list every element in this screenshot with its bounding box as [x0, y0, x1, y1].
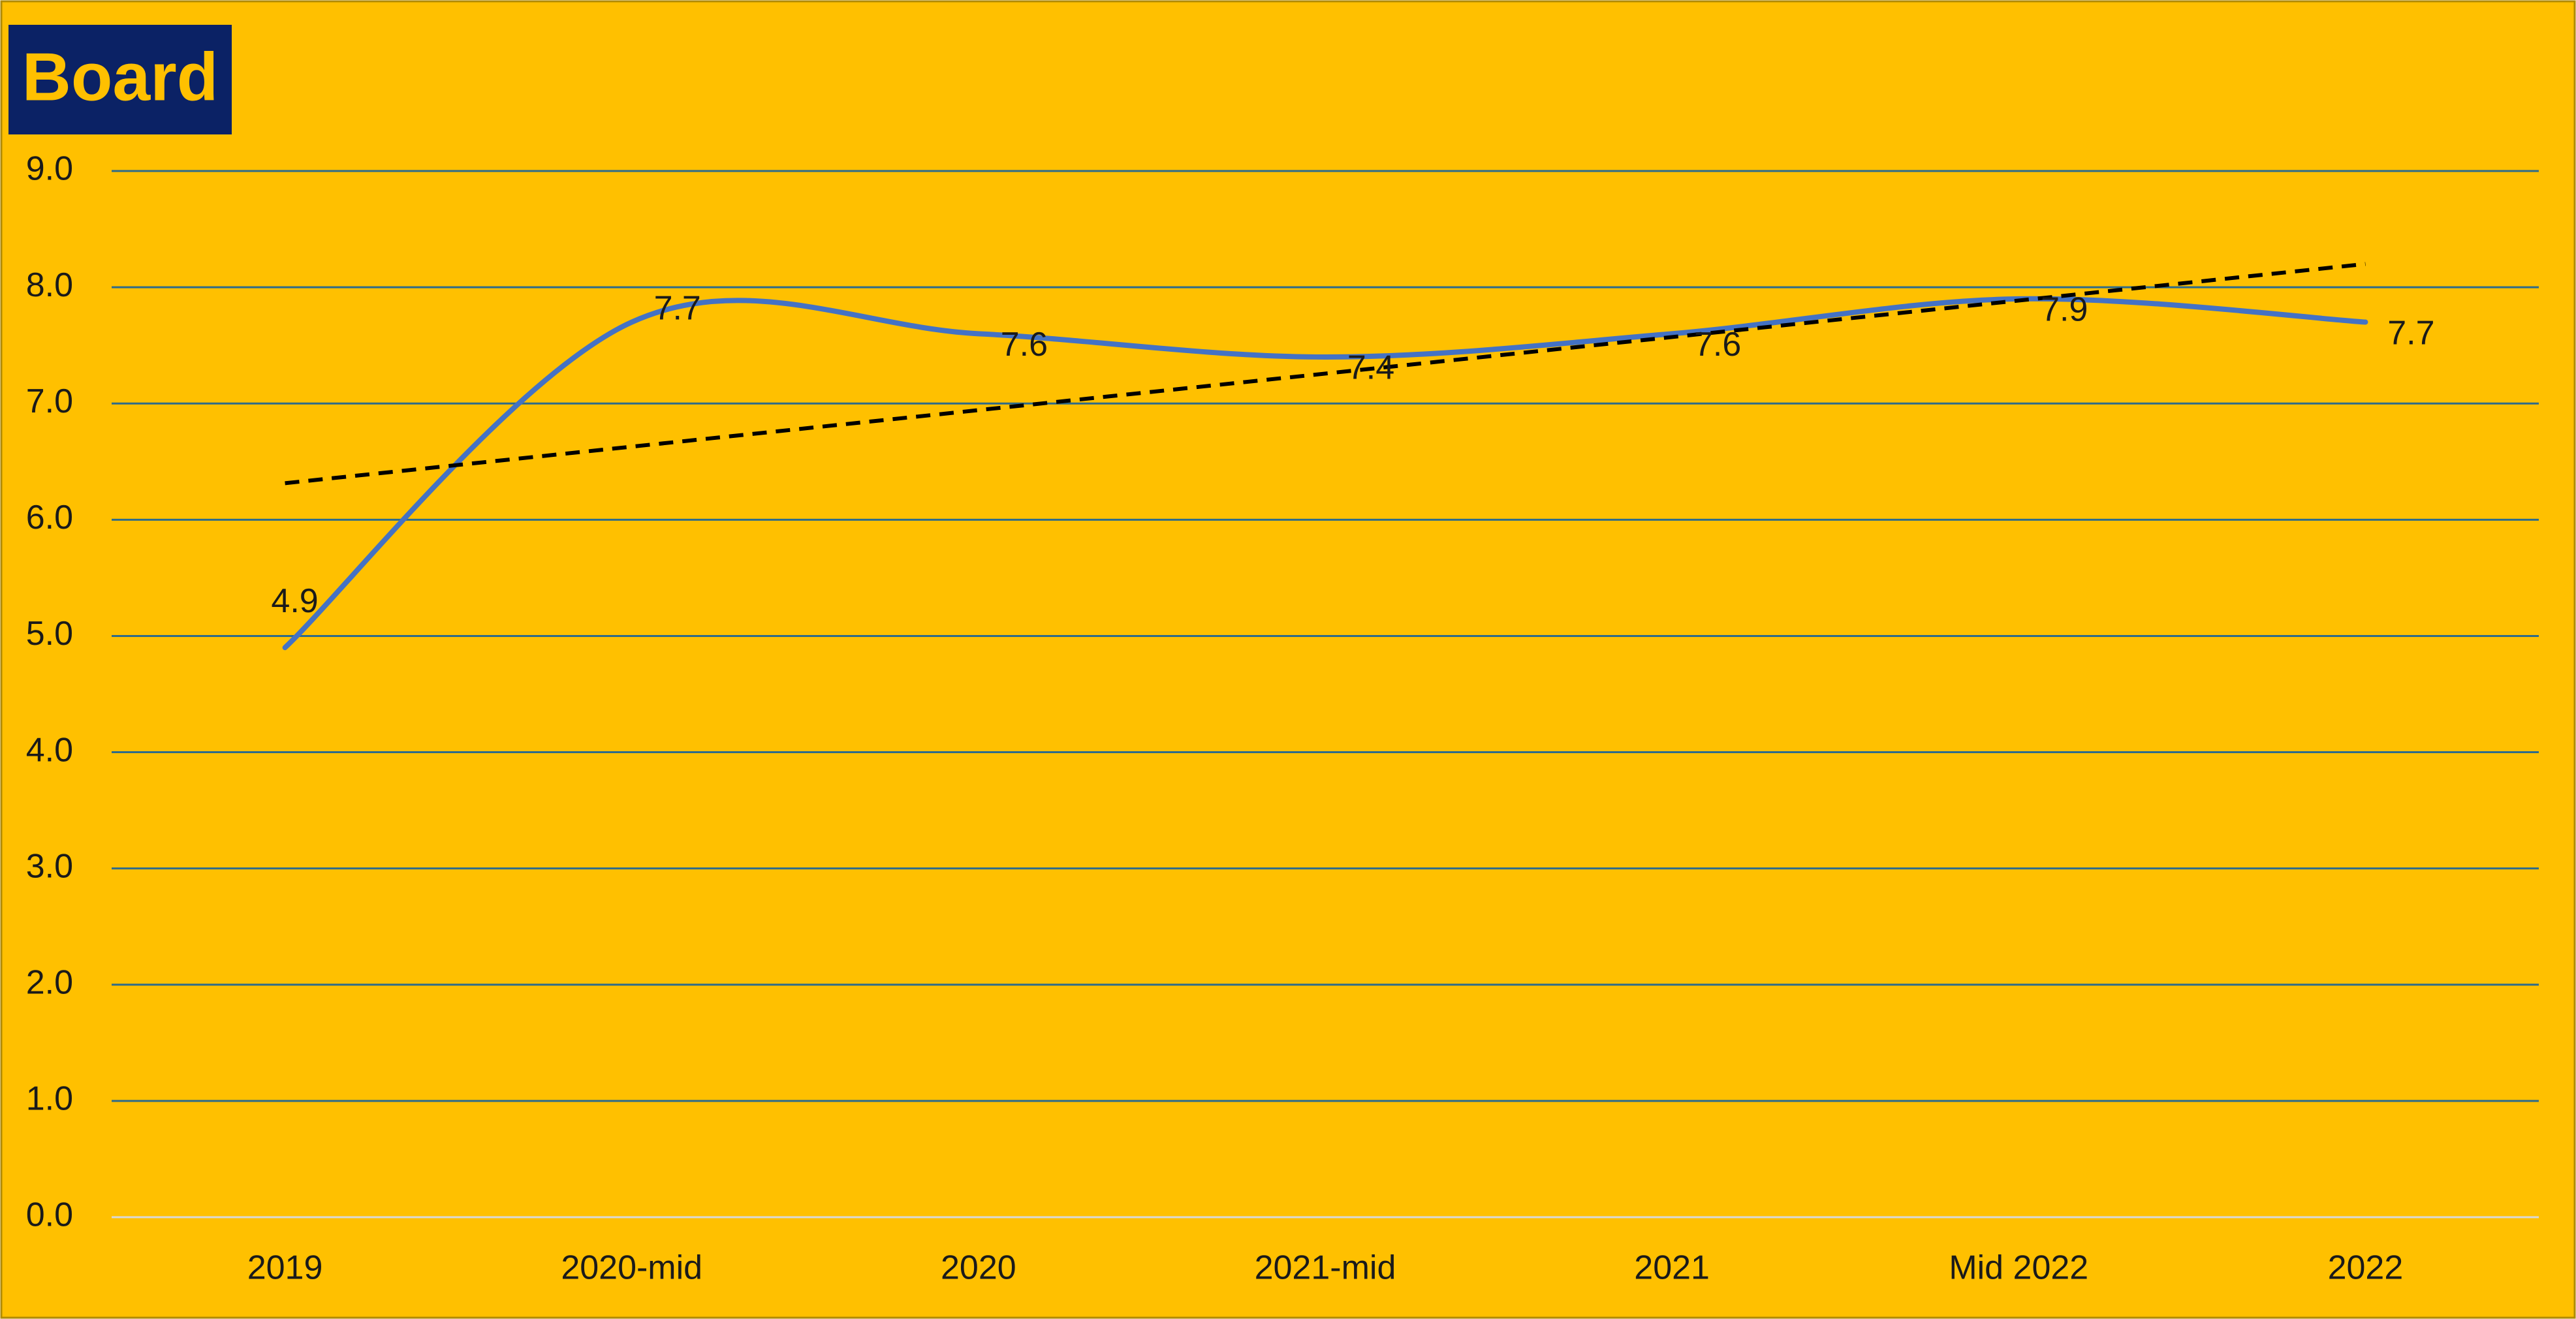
data-label: 7.7	[654, 289, 701, 327]
y-tick-label: 0.0	[26, 1196, 73, 1234]
x-tick-label: 2021-mid	[1255, 1249, 1396, 1287]
y-tick-label: 6.0	[26, 499, 73, 536]
y-tick-label: 2.0	[26, 964, 73, 1002]
y-tick-label: 4.0	[26, 731, 73, 769]
data-label: 4.9	[271, 582, 318, 620]
y-tick-label: 3.0	[26, 847, 73, 885]
x-tick-label: 2020	[941, 1249, 1016, 1287]
data-label: 7.7	[2387, 314, 2434, 352]
data-label: 7.9	[2041, 291, 2088, 329]
data-label: 7.4	[1347, 349, 1394, 387]
y-tick-label: 1.0	[26, 1080, 73, 1118]
data-label: 7.6	[1694, 326, 1741, 364]
x-tick-label: Mid 2022	[1949, 1249, 2088, 1287]
chart-title: Board	[22, 39, 218, 115]
x-tick-label: 2022	[2328, 1249, 2404, 1287]
x-tick-label: 2019	[247, 1249, 323, 1287]
y-tick-label: 9.0	[26, 150, 73, 188]
x-tick-label: 2020-mid	[561, 1249, 702, 1287]
x-tick-label: 2021	[1634, 1249, 1710, 1287]
y-tick-label: 5.0	[26, 615, 73, 653]
title-box	[8, 25, 232, 134]
trendline	[285, 262, 2366, 486]
data-label: 7.6	[1001, 326, 1048, 364]
y-tick-label: 8.0	[26, 266, 73, 304]
y-tick-label: 7.0	[26, 382, 73, 420]
